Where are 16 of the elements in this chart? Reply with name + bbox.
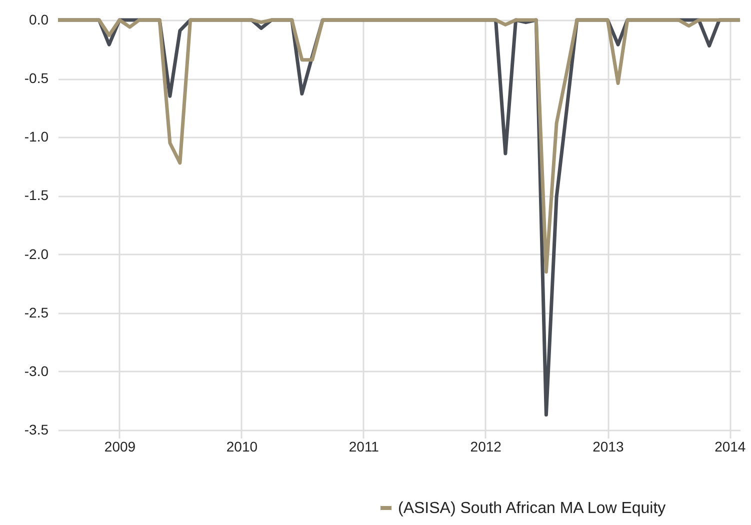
y-tick-label: -2.0 [24,246,49,262]
y-tick-label: -2.5 [24,304,49,320]
y-tick-label: -3.5 [24,422,49,438]
x-tick-label: 2013 [592,438,624,454]
y-tick-label: 0.0 [29,12,49,28]
x-tick-label: 2010 [226,438,258,454]
x-tick-label: 2009 [104,438,136,454]
y-tick-label: -3.0 [24,362,49,379]
line-series [56,18,742,274]
x-tick-label: 2012 [470,438,502,454]
x-tick-label: 2014 [714,438,746,454]
y-tick-label: -1.5 [24,187,49,204]
y-tick-label: -1.0 [24,128,49,145]
x-tick-label: 2011 [348,438,380,454]
y-tick-label: -0.5 [24,70,49,86]
legend-label: (ASISA) South African MA Low Equity [398,500,666,517]
